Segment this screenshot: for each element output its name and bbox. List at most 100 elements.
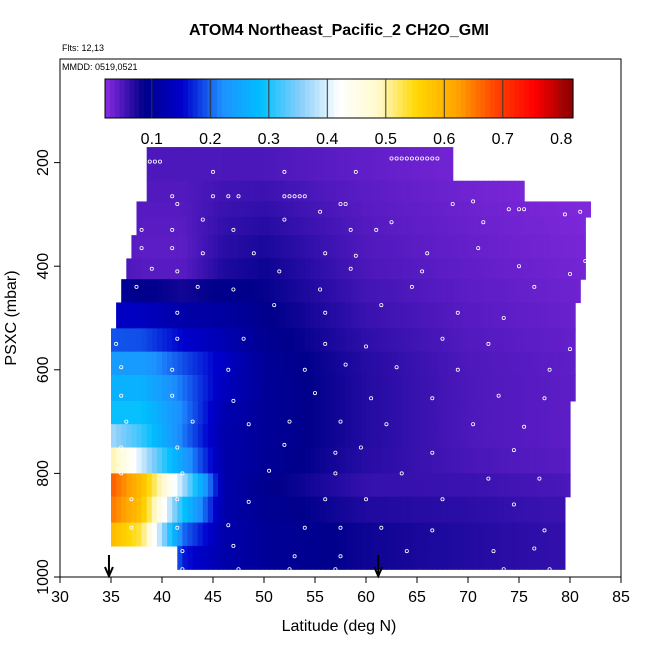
heatmap-cell (202, 496, 209, 524)
heatmap-cell (299, 374, 306, 402)
heatmap-cell (238, 424, 245, 449)
sample-point (450, 201, 455, 206)
heatmap-cell (315, 496, 321, 524)
colorbar-segment (256, 79, 262, 118)
heatmap-cell (457, 447, 464, 474)
heatmap-cell (427, 545, 433, 570)
heatmap-cell (447, 216, 454, 236)
heatmap-cell (381, 496, 387, 524)
heatmap-cell (493, 258, 500, 280)
sample-point (195, 284, 200, 289)
heatmap-cell (340, 180, 347, 203)
colorbar-segment (212, 79, 218, 118)
heatmap-cell (335, 328, 342, 353)
sample-point (455, 310, 460, 315)
heatmap-cell (264, 302, 270, 329)
heatmap-cell (401, 473, 408, 498)
sample-point (129, 525, 134, 530)
heatmap-cell (498, 473, 505, 498)
heatmap-cell (325, 235, 331, 260)
heatmap-cell (264, 447, 270, 474)
heatmap-cell (417, 545, 423, 570)
heatmap-cell (366, 147, 372, 182)
heatmap-cell (228, 424, 234, 449)
heatmap-cell (264, 374, 270, 402)
heatmap-cell (371, 279, 377, 304)
sample-point (496, 393, 501, 398)
heatmap-cell (468, 279, 474, 304)
heatmap-cell (437, 374, 444, 402)
heatmap-cell (320, 216, 326, 236)
sample-point (481, 220, 486, 225)
sample-point (149, 266, 154, 271)
heatmap-cell (162, 522, 168, 547)
heatmap-cell (146, 522, 153, 547)
heatmap-cell (350, 447, 357, 474)
heatmap-cell (289, 328, 296, 353)
heatmap-cell (442, 180, 449, 203)
heatmap-cell (386, 351, 393, 376)
heatmap-cell (294, 351, 301, 376)
heatmap-cell (381, 545, 387, 570)
heatmap-cell (187, 496, 194, 524)
heatmap-cell (182, 424, 189, 449)
sample-point (210, 194, 215, 199)
sample-point (297, 194, 302, 199)
sample-point (226, 367, 231, 372)
heatmap-cell (457, 302, 464, 329)
heatmap-cell (396, 496, 403, 524)
heatmap-cell (544, 351, 551, 376)
sample-point (562, 212, 567, 217)
sample-point (139, 246, 144, 251)
heatmap-cell (350, 258, 357, 280)
heatmap-cell (544, 258, 551, 280)
heatmap-cell (422, 522, 428, 547)
heatmap-cell (355, 374, 362, 402)
heatmap-cell (315, 424, 321, 449)
heatmap-cell (253, 258, 260, 280)
heatmap-cell (264, 545, 270, 570)
heatmap-cell (156, 216, 163, 236)
heatmap-cell (554, 258, 561, 280)
heatmap-cell (355, 147, 362, 182)
heatmap-cell (335, 279, 342, 304)
heatmap-cell (488, 258, 495, 280)
heatmap-cell (299, 216, 306, 236)
heatmap-cell (177, 235, 183, 260)
heatmap-cell (396, 147, 403, 182)
heatmap-cell (207, 258, 214, 280)
date-annotation: MMDD: 0519,0521 (62, 62, 138, 72)
heatmap-cell (335, 473, 342, 498)
heatmap-cell (131, 258, 138, 280)
heatmap-cell (294, 496, 301, 524)
heatmap-cell (126, 258, 132, 280)
heatmap-cell (202, 201, 209, 218)
heatmap-cell (432, 424, 438, 449)
heatmap-cell (457, 351, 464, 376)
heatmap-cell (269, 279, 275, 304)
heatmap-cell (524, 424, 530, 449)
heatmap-cell (503, 180, 510, 203)
heatmap-cell (284, 424, 291, 449)
heatmap-cell (299, 447, 306, 474)
heatmap-cell (274, 374, 280, 402)
heatmap-cell (207, 351, 214, 376)
heatmap-cell (432, 328, 438, 353)
heatmap-cell (534, 258, 540, 280)
heatmap-cell (391, 328, 398, 353)
heatmap-cell (325, 147, 331, 182)
heatmap-cell (442, 235, 449, 260)
heatmap-cell (422, 258, 428, 280)
heatmap-cell (513, 201, 520, 218)
heatmap-cell (146, 447, 153, 474)
heatmap-cell (564, 258, 571, 280)
heatmap-cell (177, 400, 183, 425)
heatmap-cell (111, 400, 117, 425)
heatmap-cell (478, 545, 484, 570)
heatmap-cell (529, 258, 535, 280)
heatmap-cell (207, 302, 214, 329)
heatmap-cell (172, 235, 178, 260)
heatmap-cell (376, 235, 382, 260)
heatmap-cell (371, 545, 377, 570)
sample-point (455, 166, 460, 171)
